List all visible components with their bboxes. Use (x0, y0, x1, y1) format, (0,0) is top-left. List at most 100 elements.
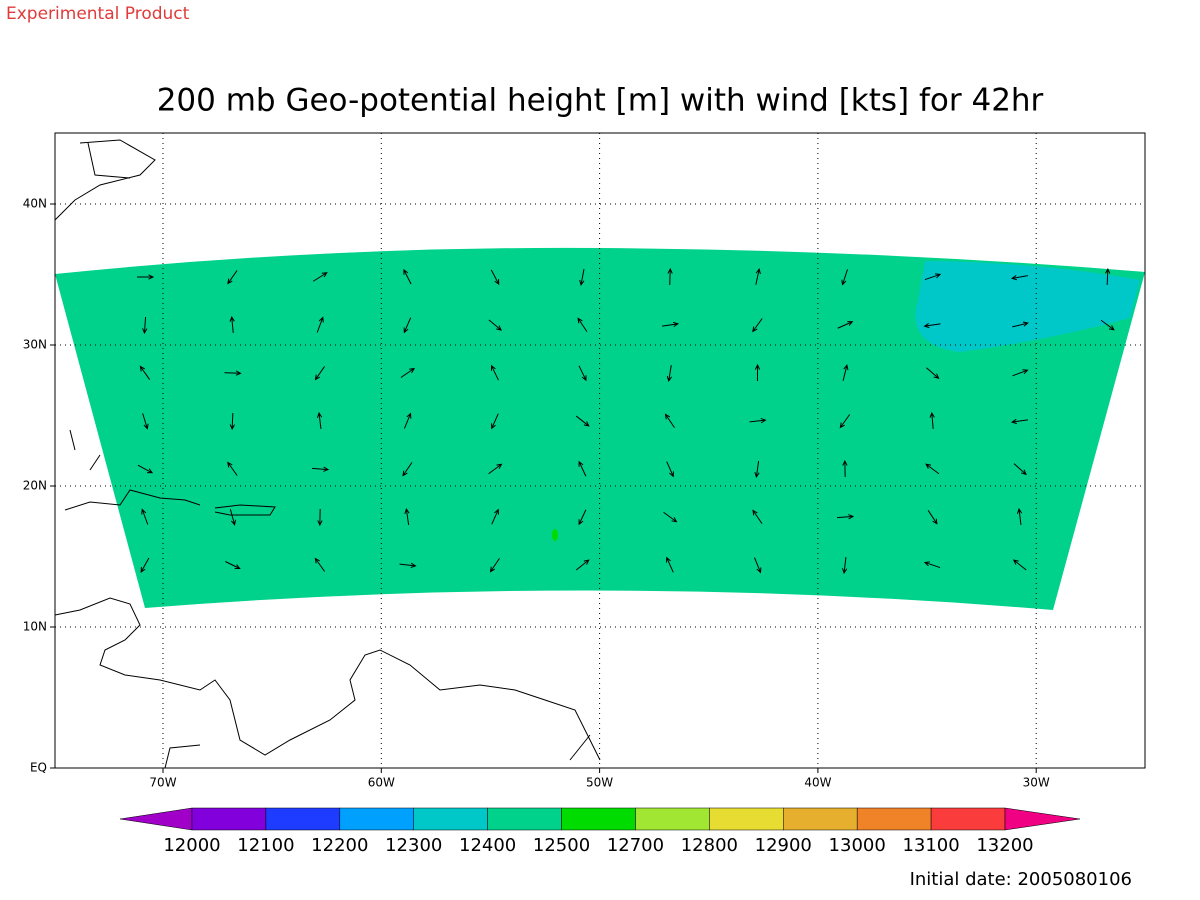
wind-arrow (577, 317, 588, 332)
lon-label: 70W (149, 776, 176, 790)
wind-arrow (663, 511, 678, 523)
wind-arrow (666, 461, 674, 478)
wind-arrow (1016, 507, 1023, 526)
wind-arrow (142, 316, 148, 335)
wind-arrow (575, 559, 590, 571)
wind-arrow (137, 274, 155, 280)
wind-arrow (755, 268, 761, 285)
wind-arrow (754, 557, 762, 574)
wind-arrow (1010, 275, 1028, 281)
wind-arrow (139, 365, 151, 380)
wind-arrow (229, 315, 235, 334)
colorbar-box (265, 807, 341, 831)
wind-arrow (317, 508, 323, 527)
wind-arrow (923, 322, 941, 329)
initial-date: Initial date: 2005080106 (910, 869, 1132, 890)
wind-arrow (491, 364, 499, 381)
header-label: Experimental Product (6, 4, 190, 24)
colorbar-box (561, 807, 636, 831)
wind-arrow (841, 269, 848, 286)
lat-label: 30N (23, 338, 47, 352)
wind-arrow (314, 557, 326, 572)
colorbar-box (635, 807, 710, 831)
colorbar-box (339, 807, 414, 831)
wind-arrow (1013, 463, 1027, 476)
wind-arrow (754, 363, 761, 382)
wind-arrow (229, 412, 235, 431)
wind-arrow (403, 317, 412, 334)
wind-arrow (579, 269, 585, 286)
wind-arrow (1105, 267, 1111, 286)
wind-arrow (488, 319, 502, 331)
wind-arrow (926, 367, 940, 379)
wind-arrow (491, 413, 499, 430)
wind-arrow (404, 507, 410, 525)
wind-arrow (1010, 418, 1028, 425)
colorbar-label: 12400 (459, 835, 516, 856)
colorbar-label: 12100 (237, 835, 294, 856)
colorbar-box (783, 807, 858, 831)
wind-arrow (399, 562, 417, 569)
wind-arrow (489, 558, 500, 573)
wind-arrow (141, 508, 149, 525)
wind-arrow (839, 414, 851, 429)
colorbar-label: 12000 (163, 835, 220, 856)
wind-arrow (316, 316, 324, 333)
colorbar-box (930, 807, 1006, 831)
wind-arrow (666, 556, 674, 573)
wind-arrow (227, 461, 238, 476)
colorbar-label: 12700 (607, 835, 664, 856)
wind-arrow (140, 557, 150, 574)
colorbar-label: 13100 (902, 835, 959, 856)
height-contour (915, 261, 1140, 352)
colorbar-box (709, 807, 784, 831)
colorbar-label: 12500 (533, 835, 590, 856)
lon-label: 30W (1023, 776, 1050, 790)
wind-arrow (224, 370, 242, 376)
colorbar-label: 12200 (311, 835, 368, 856)
wind-arrow (403, 268, 412, 285)
wind-arrow (1012, 321, 1029, 328)
lat-label: EQ (30, 761, 47, 775)
wind-arrow (842, 364, 849, 381)
wind-arrow (402, 462, 413, 477)
colorbar-label: 13200 (976, 835, 1033, 856)
wind-arrow (1100, 319, 1115, 331)
wind-arrow (923, 561, 941, 569)
lon-label: 50W (586, 776, 613, 790)
colorbar-label: 12900 (755, 835, 812, 856)
wind-arrow (137, 464, 154, 474)
wind-arrow (664, 413, 675, 428)
lat-label: 40N (23, 197, 47, 211)
colorbar-end (119, 807, 193, 831)
wind-arrow (312, 272, 328, 282)
lat-label: 10N (23, 620, 47, 634)
wind-arrow (1012, 559, 1027, 571)
colorbar-box (487, 807, 562, 831)
wind-arrow (754, 461, 760, 479)
colorbar-label: 12300 (385, 835, 442, 856)
wind-arrow (227, 270, 238, 285)
wind-arrow (229, 509, 237, 526)
wind-arrow (578, 460, 587, 477)
lon-label: 40W (804, 776, 831, 790)
wind-arrow (311, 466, 330, 472)
wind-arrow (749, 417, 767, 424)
coastline (54, 139, 601, 769)
colorbar: 12000 12100 12200 12300 12400 12500 12700 12800… (119, 807, 1081, 856)
wind-arrow (400, 367, 416, 378)
colorbar-box (413, 807, 488, 831)
height-contour (552, 529, 558, 541)
wind-arrow (314, 366, 325, 381)
wind-arrow (490, 269, 500, 286)
wind-arrow (316, 411, 323, 430)
colorbar-label: 12800 (681, 835, 738, 856)
colorbar-box (856, 807, 932, 831)
wind-arrow (752, 509, 763, 524)
lon-label: 60W (368, 776, 395, 790)
map: EQ 10N 20N 30N 40N 70W 60W 50W 40W 30W (23, 132, 1146, 790)
wind-arrow (929, 411, 935, 430)
wind-arrow (578, 365, 587, 382)
wind-arrow (575, 415, 590, 427)
